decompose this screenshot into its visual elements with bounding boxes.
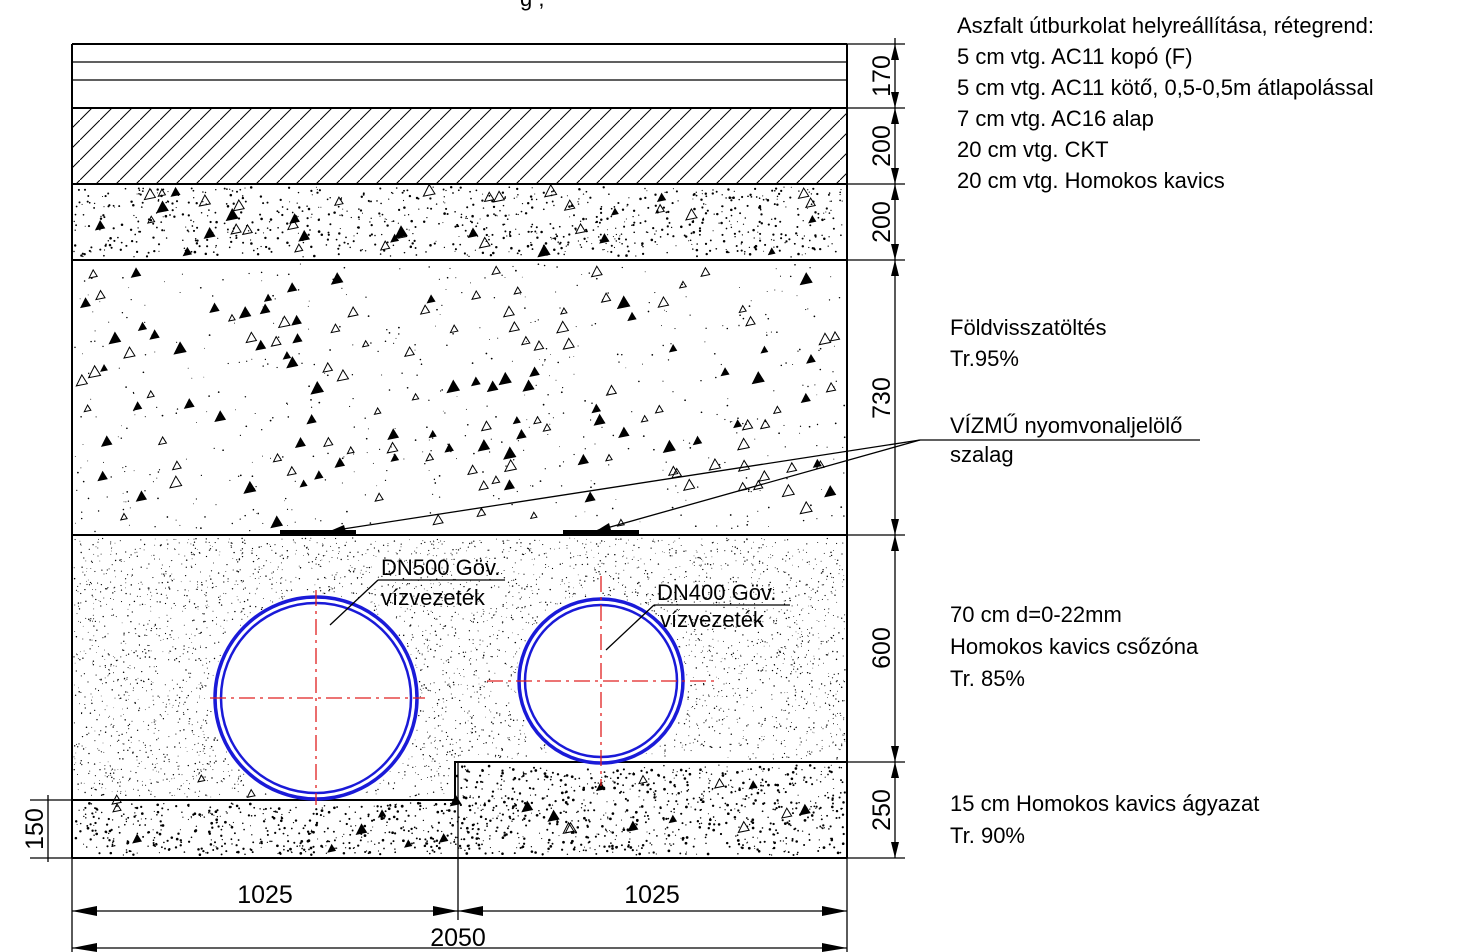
asphalt-item-5: 20 cm vtg. Homokos kavics xyxy=(957,168,1225,193)
backfill-texture xyxy=(74,263,846,533)
ckt-layer-hatch xyxy=(72,108,847,184)
dim-170: 170 xyxy=(868,55,896,97)
dim-730: 730 xyxy=(868,377,896,419)
right-dimension-chain: 170 200 200 730 600 250 xyxy=(847,38,905,859)
warning-tape-right xyxy=(563,530,639,536)
dim-1025-right: 1025 xyxy=(624,881,680,909)
pipe-right-line2: vízvezeték xyxy=(660,607,765,632)
dim-200-ckt: 200 xyxy=(868,125,896,167)
dim-150: 150 xyxy=(21,808,49,850)
pipe-right-line1: DN400 Göv. xyxy=(657,580,776,605)
pipe-left-line1: DN500 Göv. xyxy=(381,555,500,580)
backfill-description: Földvisszatöltés Tr.95% xyxy=(950,315,1107,371)
pipe-zone-line3: Tr. 85% xyxy=(950,666,1025,691)
asphalt-item-1: 5 cm vtg. AC11 kopó (F) xyxy=(957,44,1193,69)
asphalt-layers xyxy=(72,43,847,109)
tape-line1: VÍZMŰ nyomvonaljelölő xyxy=(950,413,1182,438)
pipe-label-dn500: DN500 Göv. vízvezeték xyxy=(329,555,505,626)
pipe-zone-line1: 70 cm d=0-22mm xyxy=(950,602,1122,627)
backfill-line1: Földvisszatöltés xyxy=(950,315,1107,340)
pipe-left-line2: vízvezeték xyxy=(381,585,486,610)
asphalt-item-3: 7 cm vtg. AC16 alap xyxy=(957,106,1154,131)
warning-tape-left xyxy=(280,530,356,536)
pipe-zone-line2: Homokos kavics csőzóna xyxy=(950,634,1199,659)
bedding-description: 15 cm Homokos kavics ágyazat Tr. 90% xyxy=(950,791,1259,848)
asphalt-title: Aszfalt útburkolat helyreállítása, réteg… xyxy=(957,13,1374,38)
asphalt-item-2: 5 cm vtg. AC11 kötő, 0,5-0,5m átlapoláss… xyxy=(957,75,1374,100)
pipe-center-axes xyxy=(210,576,715,805)
left-dimension-150: 150 xyxy=(21,795,72,862)
title-fragment: g , xyxy=(520,0,544,11)
pipe-dn400 xyxy=(517,597,685,765)
dim-600: 600 xyxy=(868,627,896,669)
sand-gravel-base-texture xyxy=(73,183,843,258)
dim-200-gravel: 200 xyxy=(868,201,896,243)
bottom-dimensions: 1025 1025 2050 xyxy=(71,762,848,952)
tape-line2: szalag xyxy=(950,442,1014,467)
pipe-label-dn400: DN400 Göv. vízvezeték xyxy=(605,580,790,651)
tape-leaders xyxy=(329,439,1200,532)
dim-2050-total: 2050 xyxy=(430,924,486,952)
asphalt-item-4: 20 cm vtg. CKT xyxy=(957,137,1109,162)
dim-1025-left: 1025 xyxy=(237,881,293,909)
backfill-line2: Tr.95% xyxy=(950,346,1019,371)
bedding-texture xyxy=(74,764,846,857)
bedding-line2: Tr. 90% xyxy=(950,823,1025,848)
tape-description: VÍZMŰ nyomvonaljelölő szalag xyxy=(950,413,1182,467)
pipe-zone-description: 70 cm d=0-22mm Homokos kavics csőzóna Tr… xyxy=(950,602,1199,691)
dim-250: 250 xyxy=(868,789,896,831)
bedding-line1: 15 cm Homokos kavics ágyazat xyxy=(950,791,1259,816)
asphalt-description: Aszfalt útburkolat helyreállítása, réteg… xyxy=(957,13,1374,193)
